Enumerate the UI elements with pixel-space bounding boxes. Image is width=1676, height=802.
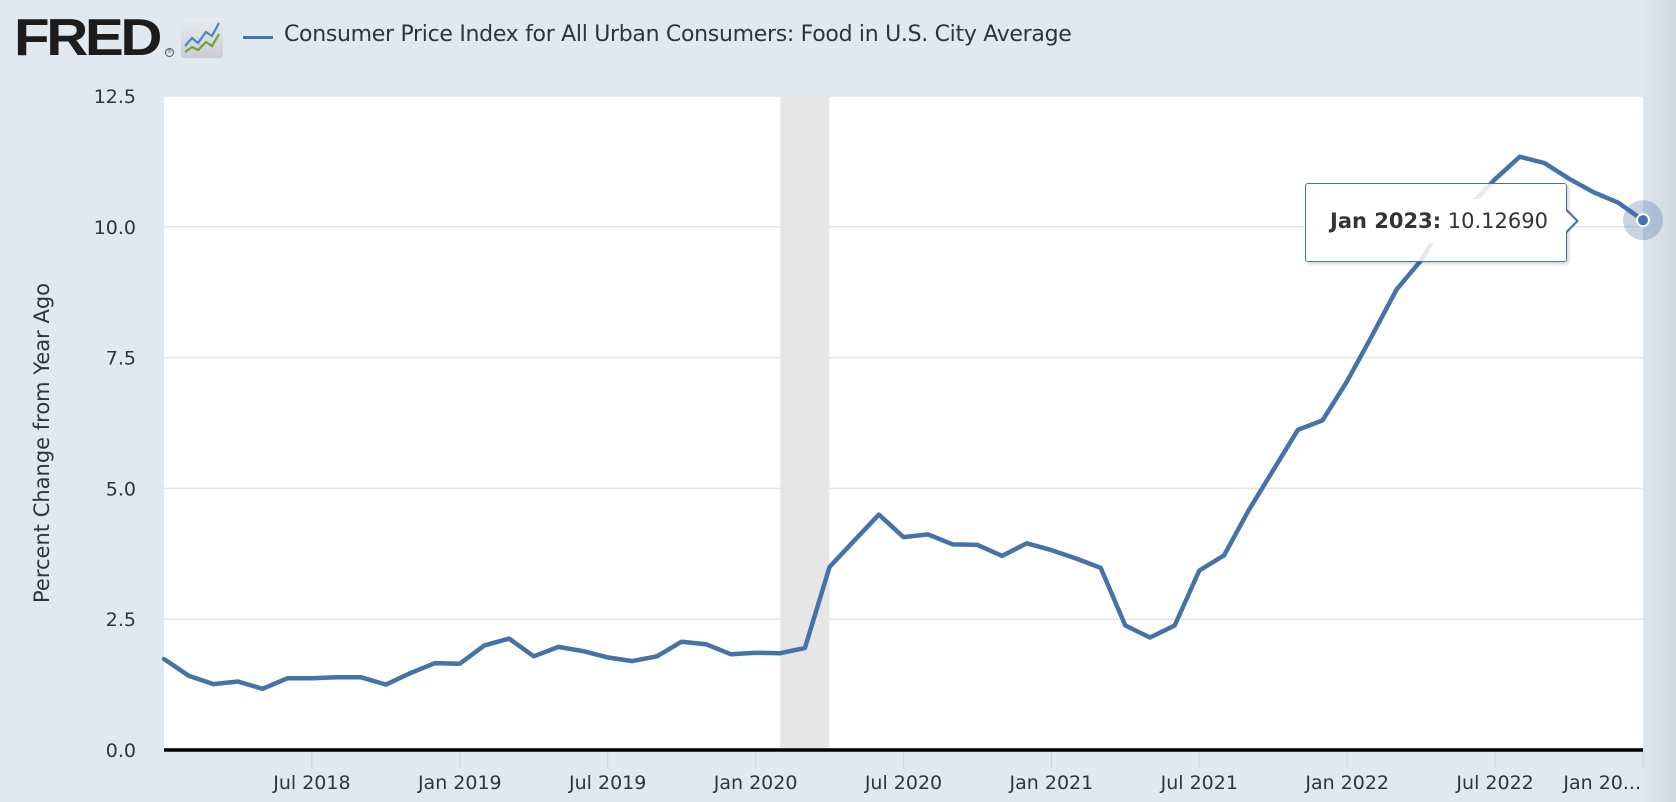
right-scroll-edge [1643, 0, 1676, 802]
registered-mark-icon: ® [165, 48, 174, 57]
y-tick-label: 2.5 [106, 609, 136, 631]
chart-header: FRED ® Consumer Price Index for All Urba… [0, 0, 1676, 80]
x-tick-label: Jan 2020 [713, 772, 798, 794]
series-line [161, 154, 1646, 692]
x-tick-label: Jul 2018 [272, 772, 350, 794]
x-tick-label: Jul 2022 [1455, 772, 1533, 794]
y-tick-label: 5.0 [106, 478, 136, 500]
tooltip-value: 10.12690 [1447, 209, 1548, 233]
gridlines [164, 95, 1643, 620]
y-tick-label: 7.5 [106, 348, 136, 370]
y-tick-label: 12.5 [94, 86, 136, 108]
y-axis-ticks: 0.0 2.5 5.0 7.5 10.0 12.5 [94, 86, 136, 762]
series-layer [161, 154, 1646, 692]
x-tick-label: Jan 2019 [417, 772, 502, 794]
x-tick-label: Jul 2020 [864, 772, 942, 794]
fred-logo[interactable]: FRED [14, 9, 162, 67]
x-tick-label: Jan 2022 [1304, 772, 1389, 794]
x-tick-label: Jan 2021 [1009, 772, 1094, 794]
tooltip-date: Jan 2023: [1330, 209, 1442, 233]
y-tick-label: 0.0 [106, 740, 136, 762]
hover-layer [1623, 200, 1663, 241]
tooltip: Jan 2023: 10.12690 [1305, 183, 1567, 262]
y-axis-title: Percent Change from Year Ago [30, 283, 54, 603]
x-axis-ticks: Jul 2018 Jan 2019 Jul 2019 Jan 2020 Jul 2020… [272, 750, 1644, 794]
x-tick-label: Jul 2019 [568, 772, 646, 794]
x-tick-label: Jul 2021 [1160, 772, 1238, 794]
tooltip-content: Jan 2023: 10.12690 [1320, 199, 1552, 243]
tooltip-arrow-fill [1565, 210, 1576, 232]
legend-series-swatch [243, 36, 273, 39]
line-chart-icon[interactable] [181, 18, 223, 58]
series-title[interactable]: Consumer Price Index for All Urban Consu… [284, 22, 1072, 47]
x-tick-label: Jan 20... [1562, 772, 1641, 794]
hover-point [1636, 213, 1650, 228]
y-tick-label: 10.0 [94, 217, 136, 239]
